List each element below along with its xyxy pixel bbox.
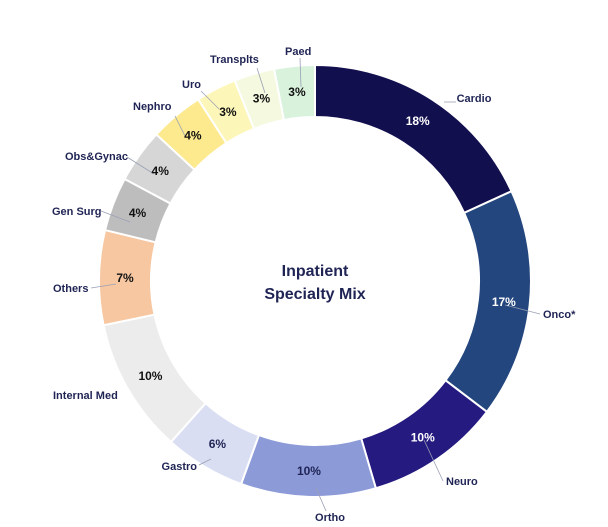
category-label-cardio: Cardio xyxy=(457,93,492,105)
leader-line-transplts xyxy=(256,67,266,94)
category-label-obs-gynac: Obs&Gynac xyxy=(65,151,128,163)
leader-lines xyxy=(90,57,541,512)
category-label-gen-surg: Gen Surg xyxy=(52,206,102,218)
pct-label-ortho: 10% xyxy=(297,464,321,478)
leader-line-onco xyxy=(504,304,541,315)
category-label-uro: Uro xyxy=(182,79,201,91)
category-label-onco: Onco* xyxy=(543,309,576,321)
pct-label-transplts: 3% xyxy=(253,92,271,106)
leader-line-ortho xyxy=(315,487,327,512)
pct-label-internal-med: 10% xyxy=(138,369,162,383)
category-label-neuro: Neuro xyxy=(446,476,478,488)
pct-label-obs-gynac: 4% xyxy=(152,164,170,178)
category-label-transplts: Transplts xyxy=(210,54,259,66)
percentage-labels: 18% 17% 10% 10% 6% 10% 7% 4% 4% 4% 3% 3% 3% xyxy=(116,85,516,478)
leader-line-nephro xyxy=(174,115,186,137)
leader-line-others xyxy=(90,283,117,289)
slice-paed xyxy=(272,63,316,122)
category-label-gastro: Gastro xyxy=(162,461,198,473)
pct-label-onco: 17% xyxy=(492,295,516,309)
leader-line-gen-surg xyxy=(100,210,131,223)
category-label-others: Others xyxy=(53,283,88,295)
pct-label-cardio: 18% xyxy=(406,114,430,128)
leader-line-gastro xyxy=(198,458,212,466)
pct-label-gastro: 6% xyxy=(209,437,227,451)
pct-label-paed: 3% xyxy=(288,85,306,99)
donut-slices xyxy=(98,63,532,498)
slice-onco xyxy=(444,189,532,414)
center-title-line-2: Specialty Mix xyxy=(264,286,365,303)
category-labels: Cardio Onco* Neuro Ortho Gastro Internal Med O… xyxy=(52,46,576,524)
pct-label-gen-surg: 4% xyxy=(129,206,147,220)
center-title-line-1: Inpatient xyxy=(282,263,349,280)
leader-line-paed xyxy=(299,57,302,88)
leader-line-neuro xyxy=(423,439,444,482)
leader-line-uro xyxy=(200,90,220,110)
center-title: Inpatient Specialty Mix xyxy=(264,263,365,303)
slice-cardio xyxy=(314,63,513,215)
pct-label-uro: 3% xyxy=(219,105,237,119)
leader-line-obs-gynac xyxy=(126,156,155,175)
category-label-nephro: Nephro xyxy=(133,101,172,113)
pct-label-nephro: 4% xyxy=(184,128,202,142)
category-label-internal-med: Internal Med xyxy=(53,390,118,402)
category-label-paed: Paed xyxy=(285,46,311,58)
pct-label-neuro: 10% xyxy=(411,430,435,444)
category-label-ortho: Ortho xyxy=(315,512,345,524)
pct-label-others: 7% xyxy=(116,271,134,285)
